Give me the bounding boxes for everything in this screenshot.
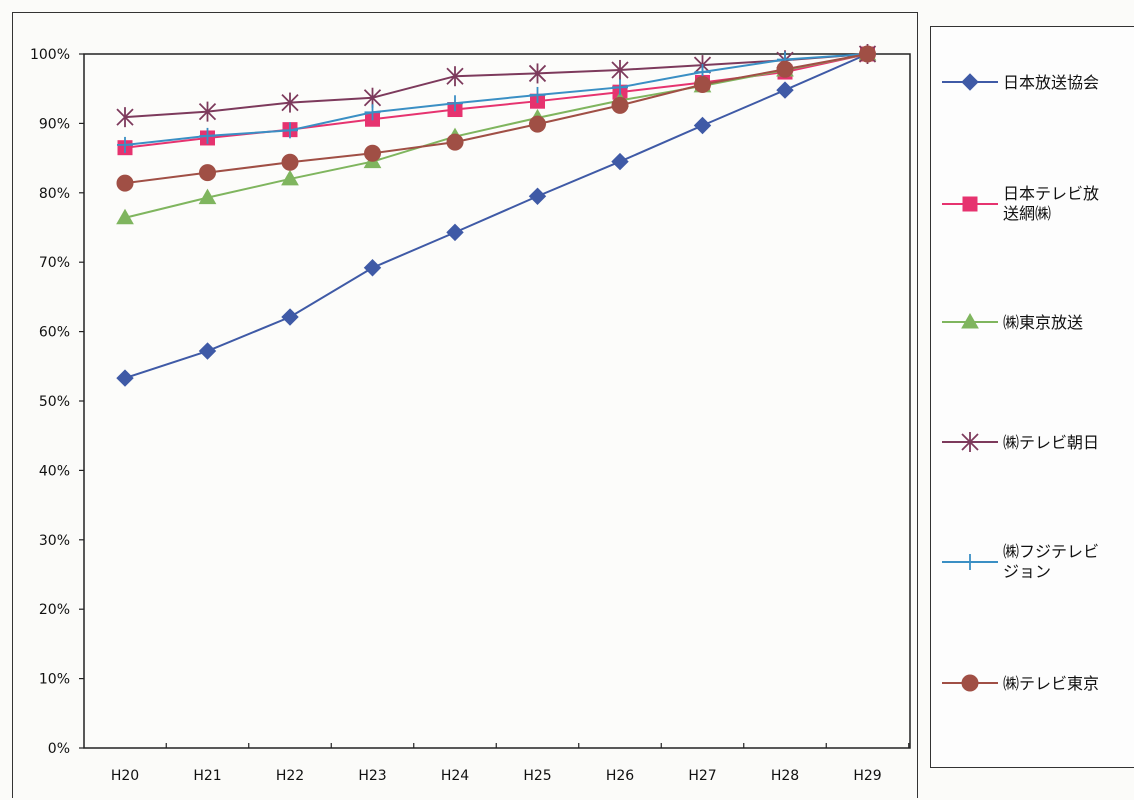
- data-point: [694, 76, 711, 94]
- legend-marker: [962, 196, 978, 212]
- series-5: [117, 46, 876, 153]
- data-point: [281, 308, 299, 326]
- legend-label: 日本テレビ放: [1003, 184, 1099, 203]
- x-tick-label: H29: [853, 768, 881, 784]
- legend-marker: [961, 674, 979, 692]
- data-point: [116, 107, 134, 128]
- data-point: [364, 144, 381, 162]
- x-tick-label: H26: [606, 768, 634, 784]
- data-point: [117, 136, 133, 153]
- x-tick-label: H25: [523, 768, 551, 784]
- data-point: [446, 66, 464, 87]
- data-point: [529, 115, 546, 133]
- plot-area: [83, 53, 911, 749]
- data-point: [528, 187, 547, 205]
- x-tick-label: H21: [193, 768, 221, 784]
- data-point: [281, 92, 299, 113]
- legend: 日本放送協会日本テレビ放送網㈱㈱東京放送㈱テレビ朝日㈱フジテレビジョン㈱テレビ東…: [942, 73, 1099, 693]
- legend-box: [930, 26, 1134, 768]
- legend-marker: [961, 432, 979, 452]
- series-6: [116, 45, 876, 192]
- y-tick-label: 80%: [39, 186, 70, 202]
- y-tick-label: 90%: [39, 116, 70, 132]
- data-point: [693, 116, 712, 135]
- data-point: [528, 63, 547, 84]
- legend-label: ㈱東京放送: [1003, 313, 1083, 332]
- data-point: [859, 45, 876, 63]
- data-point: [116, 174, 134, 192]
- data-point: [199, 127, 216, 144]
- y-tick-label: 100%: [30, 47, 70, 63]
- y-tick-label: 10%: [39, 672, 70, 688]
- y-tick-label: 40%: [39, 463, 70, 479]
- legend-marker: [962, 554, 978, 570]
- series-line: [124, 53, 868, 119]
- data-point: [612, 79, 628, 96]
- x-tick-label: H27: [688, 768, 716, 784]
- data-point: [446, 133, 464, 151]
- legend-label: 送網㈱: [1003, 204, 1051, 223]
- data-point: [363, 259, 382, 277]
- x-tick-label: H24: [441, 768, 469, 784]
- data-point: [446, 223, 464, 242]
- data-point: [116, 208, 134, 225]
- data-point: [198, 101, 217, 122]
- data-point: [611, 96, 629, 114]
- data-point: [611, 59, 629, 80]
- data-point: [776, 81, 794, 99]
- series-layer: [116, 44, 877, 387]
- y-tick-label: 50%: [39, 394, 70, 410]
- data-point: [282, 122, 298, 139]
- data-point: [198, 342, 217, 360]
- legend-label: ジョン: [1003, 562, 1051, 581]
- series-line: [124, 53, 868, 219]
- x-tick-label: H20: [111, 768, 139, 784]
- data-point: [776, 60, 794, 78]
- data-point: [529, 86, 546, 103]
- y-tick-label: 70%: [39, 255, 70, 271]
- data-point: [198, 188, 217, 205]
- legend-marker: [961, 312, 979, 329]
- legend-label: ㈱フジテレビ: [1003, 542, 1099, 561]
- legend-label: 日本放送協会: [1003, 73, 1099, 92]
- y-tick-label: 60%: [39, 325, 70, 341]
- series-line: [124, 53, 868, 380]
- legend-item-1: 日本放送協会: [942, 73, 1099, 92]
- legend-marker: [961, 73, 979, 91]
- chart-frame: [12, 12, 918, 798]
- x-tick-label: H28: [771, 768, 799, 784]
- series-line: [124, 53, 868, 185]
- data-point: [116, 369, 134, 387]
- x-tick-label: H22: [276, 768, 304, 784]
- legend-item-3: ㈱東京放送: [942, 312, 1083, 332]
- data-point: [611, 152, 629, 171]
- data-point: [199, 164, 216, 182]
- y-tick-label: 20%: [39, 602, 70, 618]
- legend-item-4: ㈱テレビ朝日: [942, 432, 1099, 452]
- data-point: [447, 95, 463, 112]
- data-point: [281, 153, 299, 171]
- axes: 0% 10% 20% 30% 40% 50% 60% 70% 80% 90% 100% H20 H21 H…: [30, 47, 911, 784]
- y-tick-label: 0%: [48, 741, 70, 757]
- series-line: [124, 53, 868, 146]
- y-tick-label: 30%: [39, 533, 70, 549]
- legend-label: ㈱テレビ東京: [1003, 674, 1099, 693]
- legend-item-6: ㈱テレビ東京: [942, 674, 1099, 693]
- series-1: [116, 45, 877, 387]
- x-tick-label: H23: [358, 768, 386, 784]
- legend-label: ㈱テレビ朝日: [1003, 433, 1099, 452]
- data-point: [281, 169, 299, 186]
- data-point: [364, 104, 381, 121]
